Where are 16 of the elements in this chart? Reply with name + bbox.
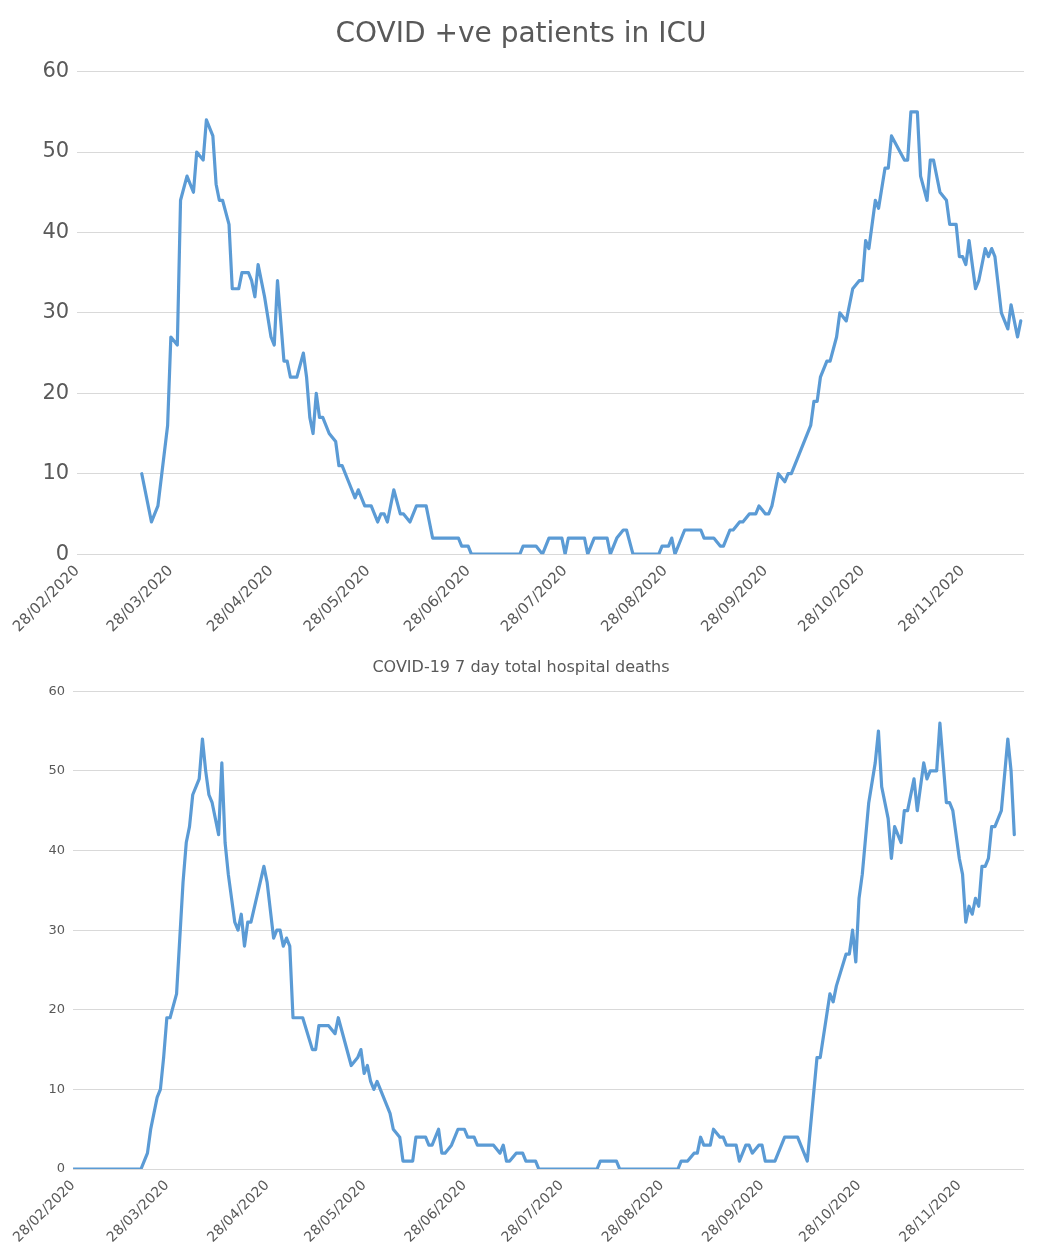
chart-title: COVID-19 7 day total hospital deaths xyxy=(372,656,670,676)
y-tick-label: 10 xyxy=(48,1080,66,1096)
y-tick-label: 20 xyxy=(42,379,70,404)
y-tick-label: 10 xyxy=(42,460,70,485)
y-tick-label: 0 xyxy=(55,540,70,565)
y-tick-label: 0 xyxy=(56,1160,66,1176)
y-tick-label: 50 xyxy=(48,762,66,778)
y-tick-label: 40 xyxy=(42,218,70,243)
y-tick-label: 20 xyxy=(48,1001,66,1017)
y-tick-label: 60 xyxy=(48,682,66,698)
y-tick-label: 30 xyxy=(48,921,66,937)
chart-title: COVID +ve patients in ICU xyxy=(335,16,707,50)
y-tick-label: 60 xyxy=(42,58,70,83)
y-tick-label: 50 xyxy=(42,138,70,163)
y-tick-label: 30 xyxy=(42,299,70,324)
y-tick-label: 40 xyxy=(48,841,66,857)
